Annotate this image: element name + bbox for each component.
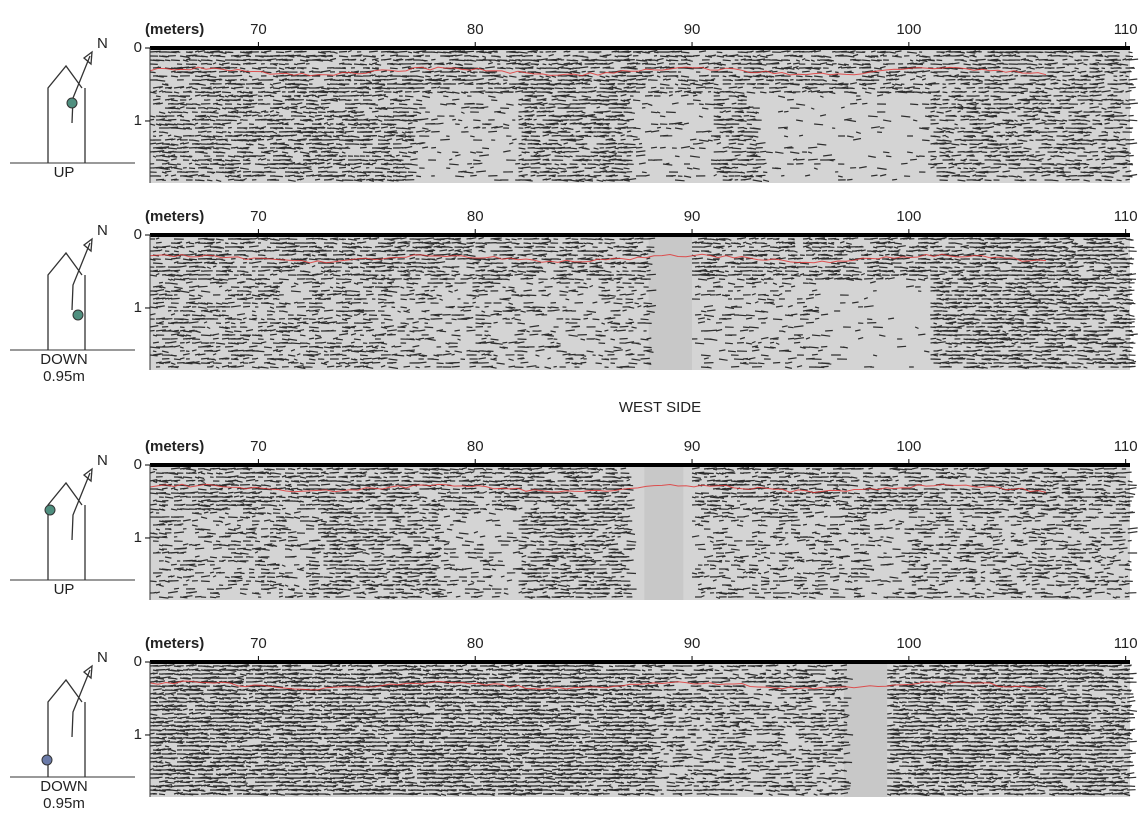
height-label: 0.95m [43, 795, 85, 811]
house-outline [47, 481, 86, 580]
house-outline [47, 678, 86, 777]
antenna-position [41, 754, 53, 766]
position-label: UP [54, 164, 75, 181]
north-label: N [97, 452, 108, 469]
position-label: UP [54, 581, 75, 598]
antenna [71, 664, 93, 738]
radargram-bg [150, 465, 1130, 600]
y-tick-label: 0 [134, 39, 142, 56]
x-axis-label: (meters) [145, 438, 204, 455]
x-tick-label: 80 [467, 438, 484, 455]
x-tick-label: 100 [896, 438, 921, 455]
y-tick-label: 0 [134, 226, 142, 243]
house-outline [47, 64, 86, 163]
antenna [71, 467, 93, 541]
y-tick-label: 0 [134, 653, 142, 670]
x-tick-label: 70 [250, 635, 267, 652]
antenna-position [72, 309, 84, 321]
y-tick-label: 1 [134, 726, 142, 743]
data-gap [648, 235, 693, 370]
x-tick-label: 100 [896, 635, 921, 652]
x-tick-label: 90 [684, 21, 701, 38]
position-label: DOWN [40, 778, 88, 795]
data-gap [644, 465, 684, 600]
radargram-texture [149, 236, 1138, 370]
y-tick-label: 1 [134, 112, 142, 129]
y-tick-label: 1 [134, 529, 142, 546]
north-label: N [97, 649, 108, 666]
antenna [71, 237, 93, 311]
x-tick-label: 80 [467, 635, 484, 652]
antenna-position [44, 504, 56, 516]
y-tick-label: 1 [134, 299, 142, 316]
radargram-texture [149, 49, 1139, 183]
x-tick-label: 90 [684, 438, 701, 455]
x-axis-label: (meters) [145, 208, 204, 225]
radargram-texture [149, 466, 1138, 600]
x-tick-label: 110 [1114, 635, 1138, 652]
antenna-position [66, 97, 78, 109]
position-label: DOWN [40, 351, 88, 368]
horizon-line [149, 483, 1047, 494]
x-axis-label: (meters) [145, 21, 204, 38]
x-tick-label: 80 [467, 208, 484, 225]
x-tick-label: 80 [467, 21, 484, 38]
north-label: N [97, 35, 108, 52]
x-tick-label: 110 [1114, 208, 1138, 225]
horizon-line [149, 680, 1047, 691]
height-label: 0.95m [43, 368, 85, 385]
house-outline [47, 251, 86, 350]
y-tick-label: 0 [134, 456, 142, 473]
x-tick-label: 70 [250, 21, 267, 38]
horizon-line [149, 66, 1047, 77]
x-tick-label: 90 [684, 208, 701, 225]
x-tick-label: 90 [684, 635, 701, 652]
x-tick-label: 70 [250, 208, 267, 225]
x-tick-label: 100 [896, 208, 921, 225]
section-label: WEST SIDE [619, 399, 701, 416]
x-tick-label: 100 [896, 21, 921, 38]
x-tick-label: 110 [1114, 21, 1138, 38]
north-label: N [97, 222, 108, 239]
data-gap [843, 662, 888, 797]
horizon-line [149, 253, 1047, 264]
x-tick-label: 110 [1114, 438, 1138, 455]
radargram-texture [149, 663, 1138, 797]
x-axis-label: (meters) [145, 635, 204, 652]
x-tick-label: 70 [250, 438, 267, 455]
